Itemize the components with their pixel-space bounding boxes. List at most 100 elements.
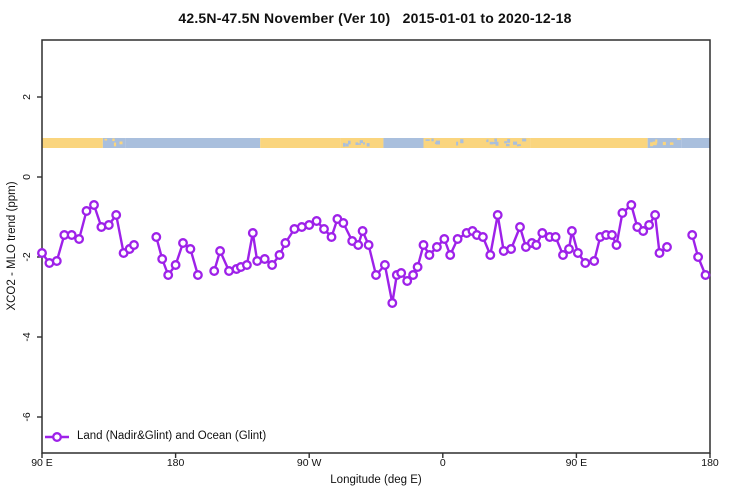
- map-strip-speckle: [494, 138, 497, 142]
- data-point-marker: [357, 226, 368, 236]
- data-point-marker: [185, 244, 196, 254]
- map-strip-speckle: [677, 138, 681, 140]
- map-strip-speckle: [650, 142, 654, 147]
- data-point-marker: [170, 260, 181, 270]
- map-strip-speckle: [119, 141, 123, 145]
- data-point-marker: [693, 252, 704, 262]
- map-strip-speckle: [652, 141, 657, 146]
- data-point-marker: [259, 254, 270, 264]
- data-point-marker: [74, 234, 85, 244]
- data-point-marker: [492, 210, 503, 220]
- chart-title: 42.5N-47.5N November (Ver 10) 2015-01-01…: [178, 10, 572, 26]
- data-point-marker: [687, 230, 698, 240]
- data-point-marker: [424, 250, 435, 260]
- data-point-marker: [129, 240, 139, 250]
- data-point-marker: [387, 298, 398, 308]
- data-point-marker: [326, 232, 337, 242]
- data-point-marker: [209, 266, 220, 276]
- data-point-marker: [537, 228, 548, 238]
- data-point-marker: [267, 260, 278, 270]
- map-strip-speckle: [513, 141, 518, 145]
- map-strip-speckle: [506, 143, 510, 147]
- map-strip-ocean: [125, 138, 261, 148]
- map-strip-speckle: [494, 142, 498, 144]
- data-point-marker: [445, 250, 456, 260]
- x-axis-label: Longitude (deg E): [330, 474, 422, 486]
- data-point-marker: [700, 270, 711, 280]
- map-strip-speckle: [655, 139, 658, 144]
- data-point-marker: [531, 240, 542, 250]
- y-tick-label: -2: [21, 252, 33, 262]
- data-point-marker: [178, 238, 188, 248]
- data-point-marker: [408, 270, 419, 280]
- data-point-marker: [662, 242, 672, 252]
- data-point-marker: [338, 218, 349, 228]
- y-tick-label: 2: [21, 94, 33, 100]
- y-tick-label: -6: [21, 412, 33, 422]
- plot-box: [41, 39, 711, 454]
- x-tick-label: 90 E: [565, 457, 588, 469]
- map-strip-speckle: [112, 138, 115, 142]
- map-strip-speckle: [517, 144, 521, 146]
- map-strip-ocean: [681, 138, 710, 148]
- x-tick-label: 0: [439, 457, 446, 469]
- map-strip-speckle: [504, 141, 508, 144]
- map-strip-speckle: [366, 143, 370, 147]
- data-point-marker: [304, 220, 315, 230]
- data-point-marker: [550, 232, 561, 242]
- data-point-marker: [151, 232, 162, 242]
- data-point-marker: [371, 270, 381, 280]
- data-point-marker: [572, 248, 583, 258]
- data-point-marker: [515, 222, 525, 232]
- data-point-marker: [353, 240, 364, 250]
- data-point-marker: [650, 210, 661, 220]
- data-point-marker: [477, 232, 488, 242]
- data-point-marker: [51, 256, 62, 266]
- data-point-marker: [452, 234, 463, 244]
- map-strip-speckle: [113, 142, 117, 147]
- data-point-marker: [611, 240, 622, 250]
- y-tick-label: -4: [21, 332, 33, 342]
- data-point-marker: [607, 230, 617, 240]
- map-strip-speckle: [355, 142, 359, 145]
- data-point-marker: [396, 268, 407, 278]
- data-point-marker: [580, 258, 591, 268]
- data-point-marker: [626, 200, 637, 210]
- data-point-marker: [311, 216, 322, 226]
- data-point-marker: [89, 200, 99, 210]
- legend-marker-sample: [52, 432, 62, 442]
- map-strip-speckle: [460, 139, 464, 144]
- data-point-marker: [564, 244, 574, 254]
- data-point-marker: [66, 230, 77, 240]
- data-point-marker: [163, 270, 174, 280]
- data-point-marker: [192, 270, 203, 280]
- map-strip-speckle: [669, 142, 674, 145]
- data-point-marker: [558, 250, 568, 260]
- data-point-marker: [566, 226, 577, 236]
- data-point-marker: [81, 206, 92, 216]
- data-point-marker: [617, 208, 628, 218]
- map-strip-speckle: [425, 139, 430, 141]
- map-strip-speckle: [662, 141, 666, 146]
- map-strip-speckle: [431, 138, 434, 142]
- x-tick-label: 180: [701, 457, 719, 469]
- data-point-marker: [111, 210, 122, 220]
- data-point-marker: [431, 242, 442, 252]
- map-strip-speckle: [348, 140, 351, 145]
- map-strip-speckle: [487, 139, 489, 142]
- data-point-marker: [379, 260, 390, 270]
- y-tick-label: 0: [21, 174, 33, 180]
- map-strip-mixed-land: [423, 138, 531, 148]
- map-strip-land: [42, 138, 103, 148]
- data-point-marker: [485, 250, 496, 260]
- map-strip-ocean: [383, 138, 424, 148]
- x-tick-label: 180: [166, 457, 185, 469]
- map-strip-speckle: [507, 138, 511, 143]
- y-axis-label: XCO2 - MLO trend (ppm): [6, 181, 18, 311]
- legend-label: Land (Nadir&Glint) and Ocean (Glint): [77, 430, 267, 442]
- data-point-marker: [280, 238, 291, 248]
- map-strip-land: [260, 138, 341, 148]
- map-strip-land: [530, 138, 648, 148]
- map-strip-speckle: [435, 140, 440, 145]
